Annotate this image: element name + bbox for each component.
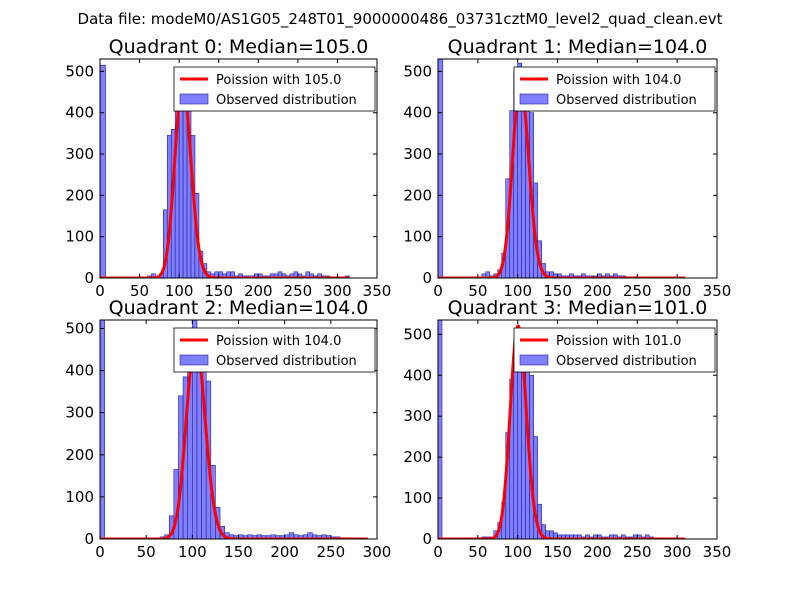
legend-bar-swatch bbox=[179, 93, 209, 105]
legend-bar-swatch bbox=[519, 354, 549, 366]
axes-frame bbox=[99, 58, 378, 279]
x-tick-label: 200 bbox=[270, 543, 299, 561]
x-tick-label: 50 bbox=[468, 282, 487, 300]
x-tick-label: 0 bbox=[433, 543, 443, 561]
x-tick-label: 250 bbox=[317, 543, 346, 561]
y-tick-label: 500 bbox=[403, 325, 432, 343]
y-tick-label: 400 bbox=[65, 104, 94, 122]
legend: Poission with 104.0 Observed distribution bbox=[513, 66, 716, 112]
subplot-title: Quadrant 2: Median=104.0 bbox=[109, 297, 369, 319]
x-tick-label: 50 bbox=[468, 543, 487, 561]
x-tick-label: 150 bbox=[204, 282, 233, 300]
legend-bar-swatch bbox=[179, 354, 209, 366]
x-tick-label: 100 bbox=[165, 282, 194, 300]
histogram-bar-zero bbox=[100, 64, 106, 278]
y-tick-label: 100 bbox=[65, 228, 94, 246]
legend: Poission with 104.0 Observed distribution bbox=[173, 327, 376, 373]
histogram-bar-zero bbox=[438, 320, 443, 539]
x-tick-label: 200 bbox=[244, 282, 273, 300]
legend-label-observed: Observed distribution bbox=[556, 354, 697, 369]
x-tick-label: 100 bbox=[503, 282, 532, 300]
legend: Poission with 101.0 Observed distribution bbox=[513, 327, 716, 373]
x-tick-label: 300 bbox=[663, 543, 692, 561]
subplot-quadrant-0: 0 50 100 150 200 250 300 350 0 100 200 300 400 500 Qua… bbox=[65, 36, 391, 300]
x-tick-label: 150 bbox=[543, 543, 572, 561]
x-tick-label: 250 bbox=[623, 543, 652, 561]
y-tick-label: 0 bbox=[84, 269, 94, 287]
y-tick-label: 500 bbox=[65, 62, 94, 80]
x-tick-label: 350 bbox=[703, 543, 732, 561]
y-tick-label: 300 bbox=[65, 404, 94, 422]
subplot-title: Quadrant 3: Median=101.0 bbox=[448, 297, 708, 319]
x-tick-label: 100 bbox=[178, 543, 207, 561]
figure-suptitle: Data file: modeM0/AS1G05_248T01_90000004… bbox=[78, 10, 723, 29]
legend-label-observed: Observed distribution bbox=[556, 93, 697, 108]
y-tick-label: 100 bbox=[65, 488, 94, 506]
y-tick-label: 200 bbox=[65, 186, 94, 204]
x-tick-label: 250 bbox=[284, 282, 313, 300]
subplot-grid: 0 50 100 150 200 250 300 3500100200300400500Qua… bbox=[65, 36, 731, 561]
subplot-quadrant-3: 0 50 100 150 200 250 300 350 0 100 200 300 400 500 Qua… bbox=[403, 297, 731, 561]
x-tick-label: 150 bbox=[543, 282, 572, 300]
x-tick-label: 0 bbox=[95, 282, 105, 300]
x-tick-label: 300 bbox=[323, 282, 352, 300]
x-tick-label: 50 bbox=[130, 282, 149, 300]
x-tick-label: 350 bbox=[703, 282, 732, 300]
y-tick-label: 500 bbox=[65, 319, 94, 337]
x-tick-label: 50 bbox=[137, 543, 156, 561]
legend-bar-swatch bbox=[519, 93, 549, 105]
y-tick-label: 400 bbox=[403, 366, 432, 384]
y-tick-label: 500 bbox=[403, 62, 432, 80]
legend-label-poisson: Poission with 104.0 bbox=[216, 334, 341, 349]
y-tick-label: 0 bbox=[422, 530, 432, 548]
histogram-bar-zero bbox=[100, 320, 105, 539]
x-tick-label: 250 bbox=[623, 282, 652, 300]
axes-frame bbox=[437, 58, 718, 279]
data-marks bbox=[438, 59, 686, 278]
y-tick-label: 300 bbox=[403, 145, 432, 163]
x-tick-label: 350 bbox=[363, 282, 392, 300]
y-tick-label: 100 bbox=[403, 228, 432, 246]
x-tick-label: 0 bbox=[95, 543, 105, 561]
subplot-quadrant-2: 0 50 100 150 200 250 300 0 100 200 300 400 500 Quadra… bbox=[65, 297, 391, 561]
x-tick-label: 200 bbox=[583, 282, 612, 300]
x-tick-label: 150 bbox=[224, 543, 253, 561]
y-tick-label: 400 bbox=[403, 104, 432, 122]
x-tick-label: 200 bbox=[583, 543, 612, 561]
axes-frame bbox=[437, 319, 718, 540]
legend-label-observed: Observed distribution bbox=[216, 93, 357, 108]
legend-label-poisson: Poission with 104.0 bbox=[556, 73, 681, 88]
y-tick-label: 200 bbox=[65, 446, 94, 464]
y-tick-label: 200 bbox=[403, 448, 432, 466]
y-tick-label: 400 bbox=[65, 362, 94, 380]
x-tick-label: 100 bbox=[503, 543, 532, 561]
y-tick-label: 100 bbox=[403, 489, 432, 507]
subplot-quadrant-1: 0 50 100 150 200 250 300 350 0 100 200 300 400 500 Qua… bbox=[403, 36, 731, 300]
legend-label-poisson: Poission with 105.0 bbox=[216, 73, 341, 88]
x-tick-label: 300 bbox=[663, 282, 692, 300]
y-tick-label: 300 bbox=[65, 145, 94, 163]
y-tick-label: 0 bbox=[84, 530, 94, 548]
y-tick-label: 200 bbox=[403, 186, 432, 204]
y-tick-label: 300 bbox=[403, 407, 432, 425]
subplot-title: Quadrant 1: Median=104.0 bbox=[448, 36, 708, 58]
subplot-title: Quadrant 0: Median=105.0 bbox=[109, 36, 369, 58]
x-tick-label: 300 bbox=[363, 543, 392, 561]
histogram-bar-zero bbox=[438, 59, 444, 278]
data-marks bbox=[438, 320, 686, 539]
legend-label-poisson: Poission with 101.0 bbox=[556, 334, 681, 349]
legend: Poission with 105.0 Observed distribution bbox=[173, 66, 376, 112]
legend-label-observed: Observed distribution bbox=[216, 354, 357, 369]
x-tick-label: 0 bbox=[433, 282, 443, 300]
y-tick-label: 0 bbox=[422, 269, 432, 287]
